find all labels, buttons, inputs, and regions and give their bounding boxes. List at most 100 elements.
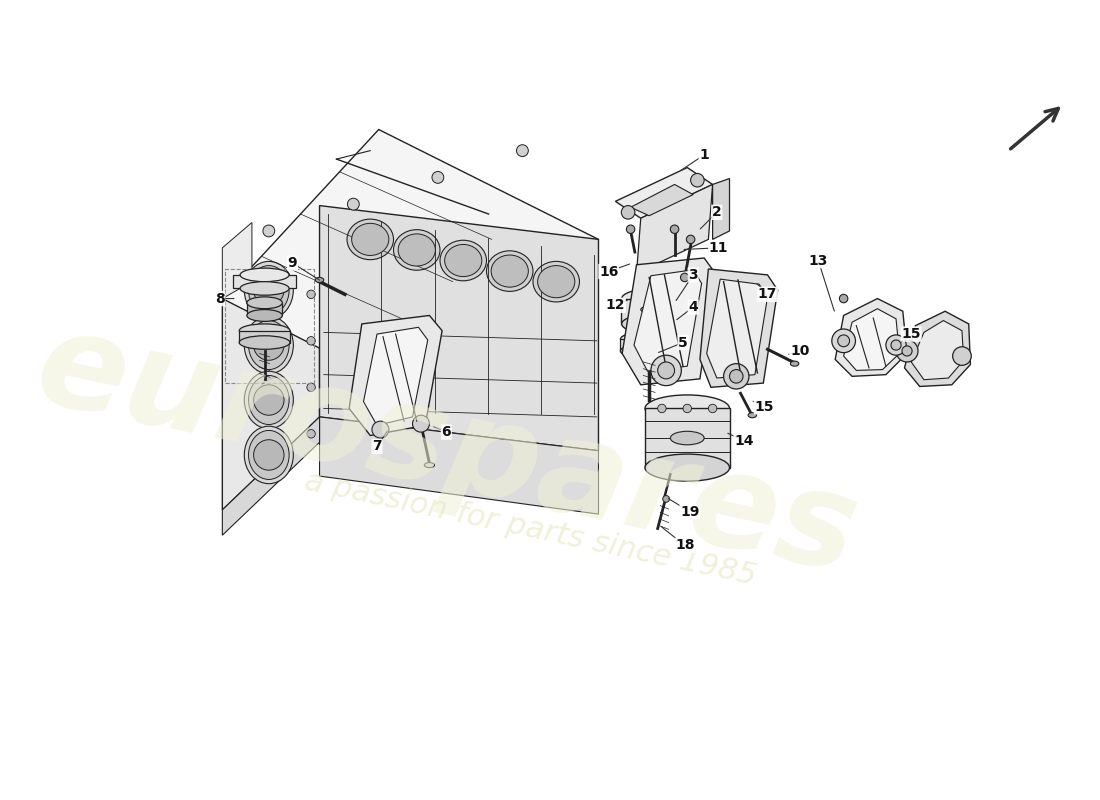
Circle shape (254, 275, 284, 306)
Ellipse shape (534, 262, 580, 302)
Text: 1: 1 (700, 148, 710, 162)
Polygon shape (637, 185, 713, 274)
Polygon shape (621, 298, 678, 324)
Circle shape (891, 340, 901, 350)
Circle shape (724, 364, 749, 389)
Ellipse shape (425, 462, 435, 468)
Circle shape (254, 440, 284, 470)
Text: 17: 17 (758, 287, 778, 302)
Ellipse shape (394, 230, 440, 270)
Ellipse shape (249, 266, 289, 314)
Polygon shape (911, 321, 964, 380)
Circle shape (263, 225, 275, 237)
Circle shape (658, 362, 674, 379)
Ellipse shape (748, 413, 757, 418)
Circle shape (886, 335, 906, 355)
Ellipse shape (621, 314, 676, 334)
Text: 10: 10 (790, 344, 810, 358)
Ellipse shape (316, 278, 323, 282)
Polygon shape (222, 417, 319, 535)
Text: 4: 4 (689, 300, 698, 314)
Circle shape (708, 404, 717, 413)
Circle shape (626, 225, 635, 234)
Circle shape (348, 198, 360, 210)
Circle shape (658, 404, 667, 413)
Polygon shape (620, 339, 678, 351)
Text: 12: 12 (606, 298, 625, 312)
Circle shape (412, 415, 429, 432)
Ellipse shape (491, 255, 528, 287)
Circle shape (691, 174, 704, 187)
Text: 13: 13 (808, 254, 828, 267)
Ellipse shape (352, 223, 389, 255)
Circle shape (953, 346, 971, 366)
Circle shape (307, 383, 316, 391)
Polygon shape (233, 275, 296, 289)
Polygon shape (634, 270, 702, 371)
Text: 14: 14 (734, 434, 754, 447)
Circle shape (838, 335, 849, 346)
Circle shape (254, 330, 284, 360)
Circle shape (683, 404, 692, 413)
Text: 2: 2 (712, 206, 722, 219)
Ellipse shape (621, 290, 676, 308)
Ellipse shape (398, 234, 436, 266)
Circle shape (307, 290, 316, 298)
Ellipse shape (249, 321, 289, 370)
Polygon shape (706, 279, 768, 378)
Polygon shape (835, 298, 907, 376)
Ellipse shape (346, 219, 394, 260)
Ellipse shape (444, 245, 482, 277)
Circle shape (896, 340, 918, 362)
Ellipse shape (246, 310, 283, 322)
Text: 5: 5 (678, 335, 688, 350)
Polygon shape (319, 206, 598, 450)
Ellipse shape (620, 343, 678, 358)
Circle shape (670, 225, 679, 234)
Circle shape (729, 370, 743, 383)
Ellipse shape (249, 430, 289, 479)
Ellipse shape (240, 282, 289, 295)
Ellipse shape (244, 316, 294, 374)
Ellipse shape (620, 331, 678, 346)
Polygon shape (844, 309, 900, 370)
Text: 15: 15 (755, 400, 774, 414)
Circle shape (832, 329, 856, 353)
Circle shape (662, 495, 670, 502)
Polygon shape (239, 330, 290, 342)
Polygon shape (319, 417, 598, 514)
Text: 3: 3 (689, 268, 698, 282)
Circle shape (839, 294, 848, 302)
Polygon shape (615, 167, 713, 218)
Circle shape (517, 145, 528, 157)
Ellipse shape (239, 336, 290, 350)
Circle shape (372, 421, 389, 438)
Polygon shape (700, 269, 778, 387)
Polygon shape (222, 222, 252, 298)
Ellipse shape (249, 375, 289, 425)
Ellipse shape (246, 297, 283, 309)
Text: 19: 19 (680, 505, 700, 518)
Ellipse shape (239, 324, 290, 338)
Circle shape (686, 235, 695, 244)
Text: 18: 18 (675, 538, 694, 552)
Ellipse shape (645, 454, 729, 481)
Text: 11: 11 (708, 241, 728, 255)
Ellipse shape (244, 426, 294, 484)
Polygon shape (713, 178, 729, 239)
Text: eurospares: eurospares (25, 302, 868, 600)
Polygon shape (623, 258, 715, 385)
Circle shape (651, 355, 681, 386)
Ellipse shape (641, 306, 658, 313)
Text: 8: 8 (214, 291, 224, 306)
Text: 6: 6 (441, 425, 451, 439)
Ellipse shape (244, 262, 294, 319)
Polygon shape (645, 409, 729, 468)
Text: 9: 9 (288, 256, 297, 270)
Polygon shape (222, 130, 598, 409)
Polygon shape (222, 206, 319, 510)
Circle shape (681, 274, 689, 282)
Ellipse shape (538, 266, 575, 298)
Circle shape (902, 346, 912, 356)
Circle shape (307, 430, 316, 438)
